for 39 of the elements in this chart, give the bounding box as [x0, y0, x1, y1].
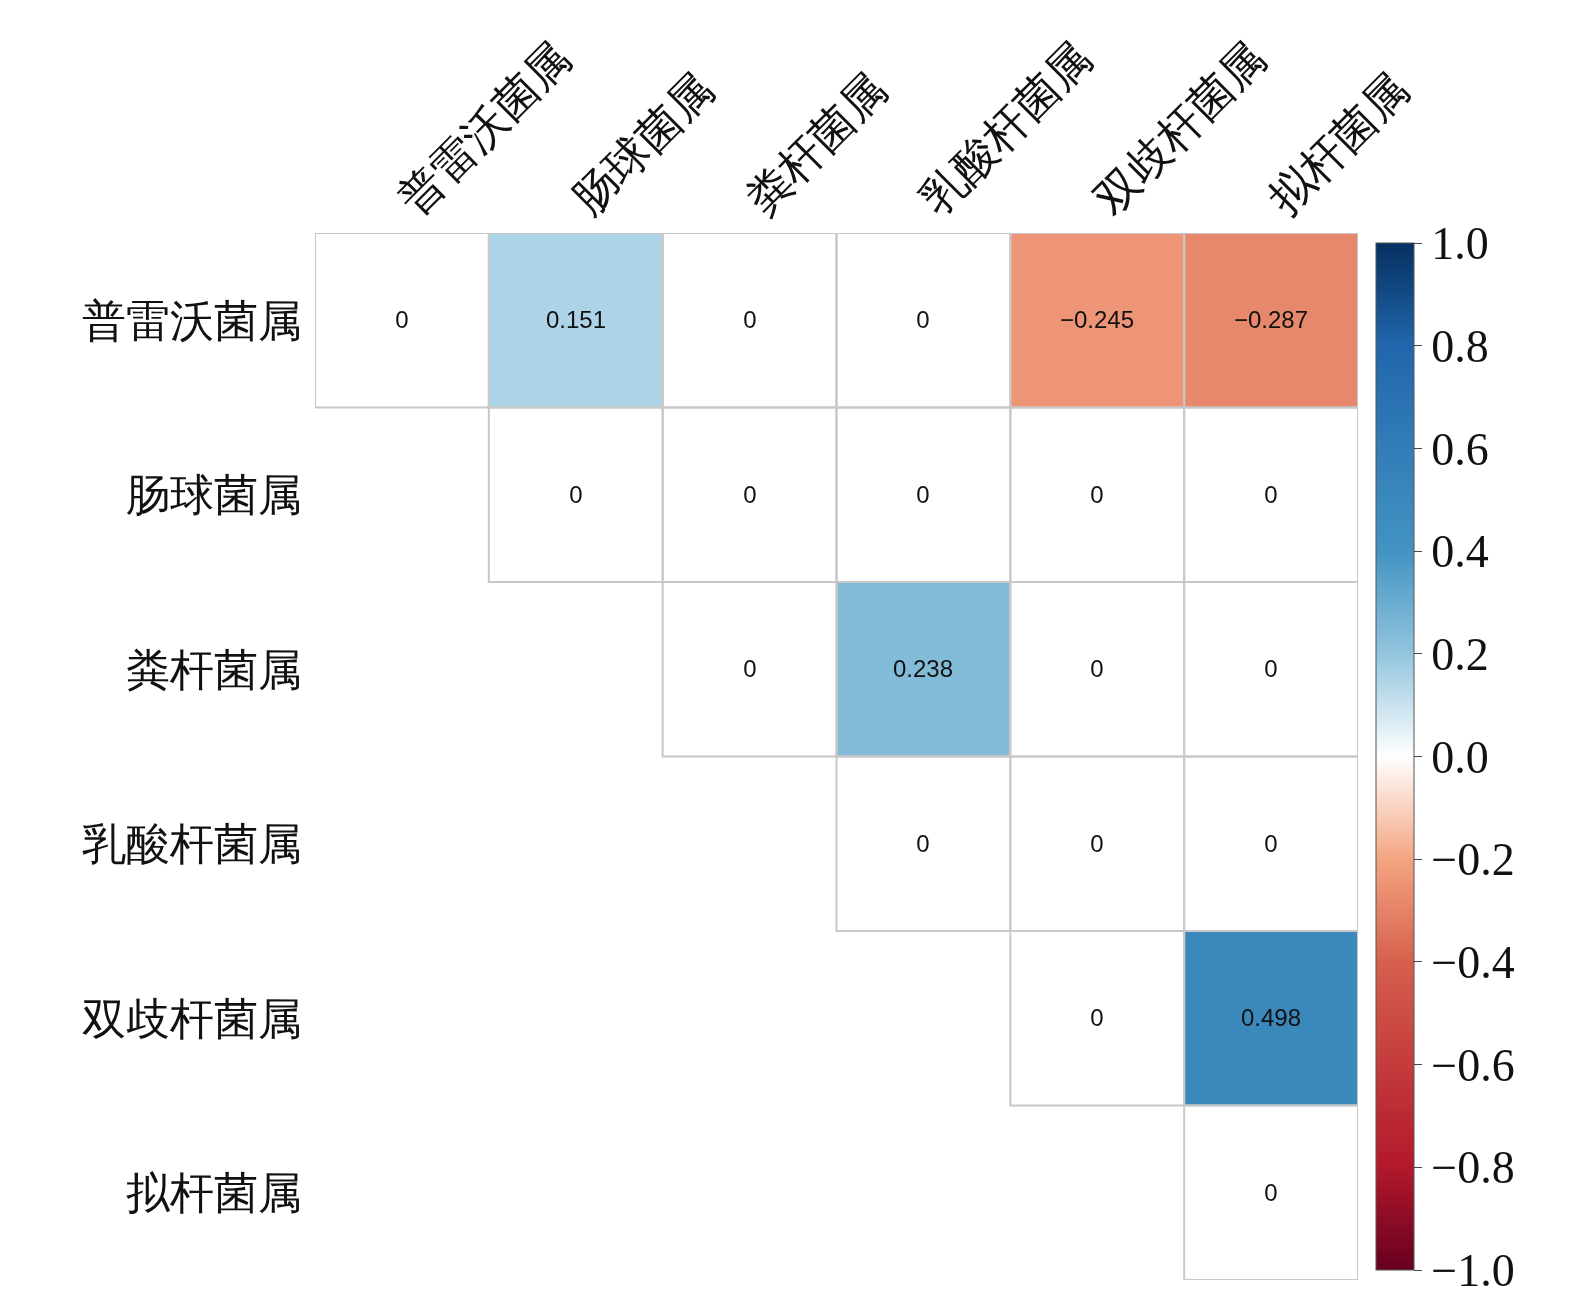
- y-tick-label: 拟杆菌属: [126, 1169, 302, 1219]
- y-tick-label: 乳酸杆菌属: [82, 820, 302, 870]
- data-label: 0: [916, 481, 930, 509]
- y-tick-label: 双歧杆菌属: [82, 994, 302, 1044]
- color-bar-label: 0.8: [1431, 320, 1489, 372]
- data-label: 0: [916, 306, 930, 334]
- data-label: 0.238: [892, 655, 954, 683]
- data-label: −0.287: [1233, 306, 1309, 334]
- color-bar-label: 0.2: [1431, 628, 1489, 680]
- data-label: −0.245: [1059, 306, 1135, 334]
- color-bar-label: −0.8: [1431, 1142, 1515, 1194]
- data-label: 0: [1264, 481, 1278, 509]
- data-label: 0: [1090, 655, 1104, 683]
- color-bar-label: 0.6: [1431, 423, 1489, 475]
- color-bar-label: 0.4: [1431, 526, 1489, 578]
- color-bar-label: −1.0: [1431, 1245, 1515, 1297]
- y-tick-label: 粪杆菌属: [126, 645, 302, 695]
- color-bar-label: −0.4: [1431, 937, 1515, 988]
- data-label: 0: [395, 306, 409, 334]
- color-bar-label: 0.0: [1431, 731, 1489, 783]
- data-label: 0: [916, 830, 930, 858]
- data-label: 0: [1090, 481, 1104, 509]
- x-tick-label: 粪杆菌属: [737, 64, 897, 224]
- data-label: 0.151: [545, 306, 607, 334]
- color-bar-label: 1.0: [1431, 218, 1489, 270]
- data-label: 0: [1090, 1004, 1104, 1032]
- data-label: 0: [1264, 830, 1278, 858]
- data-label: 0: [569, 481, 583, 509]
- y-tick-label: 肠球菌属: [126, 471, 302, 521]
- data-label: 0: [743, 306, 757, 334]
- data-label: 0: [1264, 655, 1278, 683]
- data-label: 0: [743, 655, 757, 683]
- data-label: 0: [1090, 830, 1104, 858]
- color-bar-label: −0.2: [1431, 834, 1515, 886]
- color-bar-label: −0.6: [1431, 1039, 1515, 1091]
- data-label: 0.498: [1240, 1004, 1302, 1032]
- data-label: 0: [743, 481, 757, 509]
- y-tick-label: 普雷沃菌属: [82, 296, 302, 346]
- data-label: 0: [1264, 1179, 1278, 1207]
